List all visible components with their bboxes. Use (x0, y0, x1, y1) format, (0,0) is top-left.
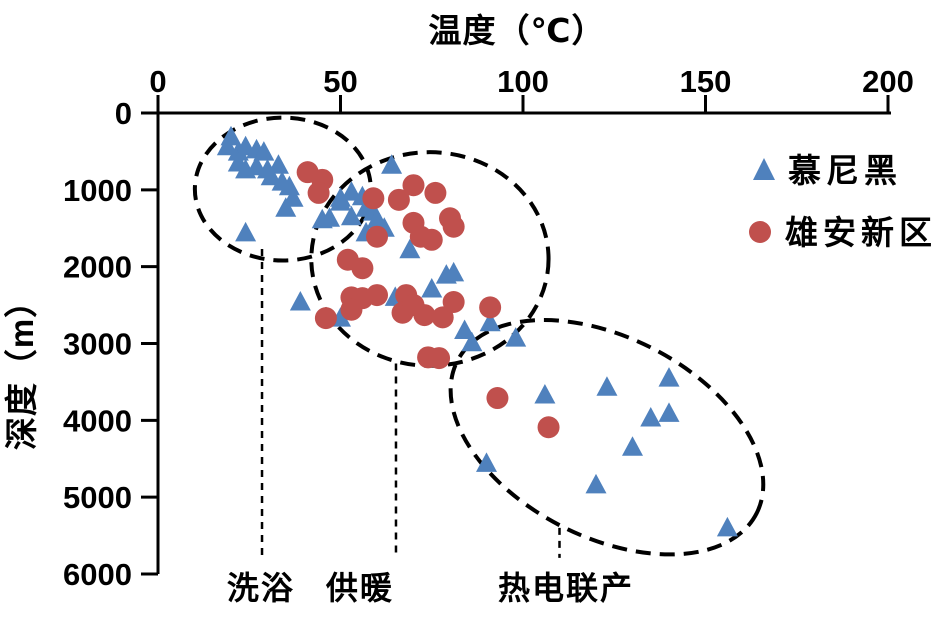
x-tick-label: 150 (680, 64, 732, 99)
munich-point (319, 207, 341, 227)
xiongan-point (366, 284, 388, 307)
xiongan-point (362, 187, 385, 210)
munich-point (381, 154, 403, 174)
munich-point (476, 452, 497, 472)
y-tick-label: 3000 (63, 327, 132, 362)
cluster-label: 热电联产 (498, 570, 634, 606)
munich-point (622, 436, 643, 456)
xiongan-point (442, 215, 465, 238)
series-circle (296, 161, 560, 439)
xiongan-point (431, 306, 454, 329)
munich-point (443, 261, 465, 282)
munich-point (534, 383, 556, 404)
xiongan-point (420, 228, 443, 251)
legend-xiongan-circle-icon (749, 221, 771, 243)
x-tick-label: 200 (862, 64, 914, 99)
munich-point (454, 319, 476, 339)
munich-point (479, 311, 501, 332)
xiongan-point (387, 188, 410, 211)
legend-xiongan-label: 雄安新区 (785, 214, 937, 251)
x-tick-label: 50 (323, 64, 357, 99)
munich-point (505, 327, 527, 347)
munich-point (340, 181, 362, 201)
data-points (216, 125, 738, 537)
munich-point (235, 221, 257, 242)
munich-point (289, 291, 311, 311)
legend-munich-label: 慕尼黑 (788, 152, 902, 189)
munich-point (253, 141, 275, 161)
y-tick-label: 0 (115, 96, 132, 131)
munich-point (658, 402, 680, 422)
munich-point (267, 154, 289, 174)
xiongan-point (413, 304, 436, 327)
munich-point (421, 277, 443, 298)
xiongan-point (442, 291, 465, 314)
y-tick-label: 5000 (63, 480, 132, 515)
cluster-ellipse (448, 318, 766, 557)
legend-munich-triangle-icon (753, 158, 775, 180)
munich-point (260, 165, 282, 186)
xiongan-point (340, 298, 363, 321)
cluster-annotations: 洗浴 供暖 热电联产 (192, 115, 766, 606)
xiongan-point (428, 347, 451, 370)
cluster-label: 洗浴 (227, 570, 295, 606)
munich-point (340, 205, 362, 226)
munich-point (585, 473, 607, 494)
y-tick-label: 4000 (63, 403, 132, 438)
legend: 慕尼黑 雄安新区 (749, 152, 937, 251)
y-tick-label: 6000 (63, 557, 132, 592)
xiongan-point (366, 225, 388, 248)
xiongan-point (486, 387, 509, 410)
series-triangle (216, 125, 738, 537)
x-tick-label: 100 (497, 64, 549, 99)
xiongan-point (307, 181, 330, 204)
y-tick-label: 2000 (63, 250, 132, 285)
munich-point (216, 135, 238, 156)
munich-point (640, 407, 662, 427)
xiongan-point (537, 416, 560, 439)
cluster-label: 供暖 (326, 570, 394, 606)
munich-point (658, 367, 680, 387)
xiongan-point (479, 296, 502, 319)
x-axis-title: 温度（℃） (429, 12, 606, 49)
xiongan-point (314, 307, 337, 330)
xiongan-point (351, 257, 374, 280)
xiongan-point (402, 174, 425, 197)
munich-point (275, 197, 297, 217)
munich-point (461, 331, 483, 352)
munich-point (399, 238, 421, 259)
y-axis-title: 深度（m） (3, 284, 40, 450)
munich-point (716, 516, 738, 537)
y-tick-label: 1000 (63, 173, 132, 208)
x-tick-label: 0 (149, 64, 166, 99)
munich-point (596, 376, 618, 396)
xiongan-point (424, 181, 447, 204)
munich-point (330, 191, 351, 211)
